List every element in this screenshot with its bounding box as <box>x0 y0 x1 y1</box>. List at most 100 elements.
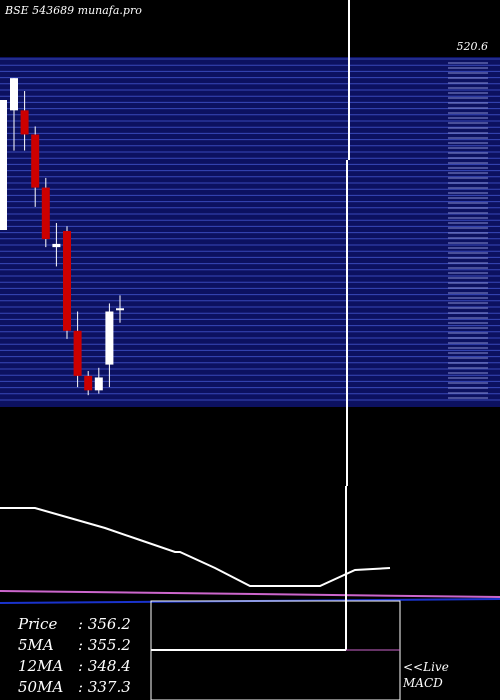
axis-label-mark <box>448 117 488 119</box>
candles-group <box>0 78 124 396</box>
axis-label-mark <box>448 367 488 369</box>
live-macd-link[interactable]: <<Live MACD <box>403 659 449 691</box>
candle-body <box>116 308 124 311</box>
axis-label-mark <box>448 252 488 254</box>
candle-body <box>10 78 18 111</box>
ma5-value: : 355.2 <box>78 636 131 654</box>
axis-label-mark <box>448 287 488 289</box>
candle-body <box>52 243 61 248</box>
axis-label-mark <box>448 67 488 69</box>
axis-label-mark <box>448 207 488 209</box>
axis-label-mark <box>448 297 488 299</box>
axis-label-mark <box>448 362 488 364</box>
indicator-line <box>0 507 391 587</box>
band-background <box>0 57 500 407</box>
axis-label-mark <box>448 357 488 359</box>
axis-label-mark <box>448 157 488 159</box>
axis-label-mark <box>448 102 488 104</box>
axis-label-mark <box>448 152 488 154</box>
axis-label-mark <box>448 97 488 99</box>
axis-label-mark <box>448 237 488 239</box>
ma5-label: 5MA <box>18 636 54 654</box>
ma5-row: 5MA : 355.2 <box>18 635 131 656</box>
axis-label-mark <box>448 332 488 334</box>
axis-label-mark <box>448 262 488 264</box>
ma50-value: : 337.3 <box>78 678 131 696</box>
macd-label: MACD <box>403 676 443 690</box>
axis-label-mark <box>448 62 488 64</box>
left-edge-bar <box>0 100 7 230</box>
axis-label-mark <box>448 382 488 384</box>
axis-label-mark <box>448 147 488 149</box>
axis-label-mark <box>448 257 488 259</box>
price-value: : 356.2 <box>78 615 131 633</box>
candle-body <box>31 134 40 188</box>
axis-label-mark <box>448 72 488 74</box>
ma12-value: : 348.4 <box>78 657 131 675</box>
candle-body <box>84 375 93 391</box>
axis-label-mark <box>448 307 488 309</box>
live-label: <<Live <box>403 660 449 674</box>
axis-label-mark <box>448 392 488 394</box>
ma50-row: 50MA : 337.3 <box>18 677 131 698</box>
candle-body <box>20 110 29 135</box>
axis-label-mark <box>448 247 488 249</box>
axis-label-mark <box>448 127 488 129</box>
candle-body <box>63 231 71 331</box>
axis-label-mark <box>448 372 488 374</box>
axis-label-mark <box>448 352 488 354</box>
axis-label-mark <box>448 167 488 169</box>
axis-label-mark <box>448 242 488 244</box>
axis-label-mark <box>448 177 488 179</box>
axis-label-mark <box>448 142 488 144</box>
axis-label-mark <box>448 77 488 79</box>
axis-label-mark <box>448 192 488 194</box>
axis-label-mark <box>448 227 488 229</box>
price-band <box>0 57 500 407</box>
chart-title: BSE 543689 munafa.pro <box>5 4 142 17</box>
axis-label-mark <box>448 282 488 284</box>
axis-label-mark <box>448 327 488 329</box>
axis-label-mark <box>448 377 488 379</box>
candle-body <box>73 330 82 376</box>
axis-label-mark <box>448 87 488 89</box>
axis-label-mark <box>448 107 488 109</box>
axis-label-mark <box>448 187 488 189</box>
axis-label-mark <box>448 292 488 294</box>
price-label: Price <box>18 615 58 633</box>
axis-label-mark <box>448 322 488 324</box>
axis-label-mark <box>448 302 488 304</box>
axis-label-mark <box>448 397 488 399</box>
axis-label-mark <box>448 217 488 219</box>
ma50-label: 50MA <box>18 678 64 696</box>
axis-label-mark <box>448 132 488 134</box>
axis-label-mark <box>448 337 488 339</box>
axis-label-mark <box>448 222 488 224</box>
axis-label-mark <box>448 312 488 314</box>
axis-label-mark <box>448 277 488 279</box>
axis-label-mark <box>448 122 488 124</box>
candle-body <box>105 311 114 365</box>
axis-label-mark <box>448 137 488 139</box>
axis-label-mark <box>448 112 488 114</box>
ma-line <box>0 590 500 598</box>
axis-label-mark <box>448 182 488 184</box>
axis-label-mark <box>448 232 488 234</box>
axis-label-mark <box>448 202 488 204</box>
info-panel: Price : 356.2 5MA : 355.2 12MA : 348.4 50MA… <box>18 614 131 698</box>
axis-label-mark <box>448 172 488 174</box>
axis-label-mark <box>448 92 488 94</box>
axis-label-mark <box>448 197 488 199</box>
axis-label-mark <box>448 267 488 269</box>
ma12-row: 12MA : 348.4 <box>18 656 131 677</box>
price-row: Price : 356.2 <box>18 614 131 635</box>
axis-label-mark <box>448 82 488 84</box>
axis-label-mark <box>448 387 488 389</box>
axis-label-mark <box>448 162 488 164</box>
price-top-label: 520.6 <box>456 40 489 53</box>
axis-label-mark <box>448 317 488 319</box>
ma12-label: 12MA <box>18 657 64 675</box>
axis-label-mark <box>448 347 488 349</box>
